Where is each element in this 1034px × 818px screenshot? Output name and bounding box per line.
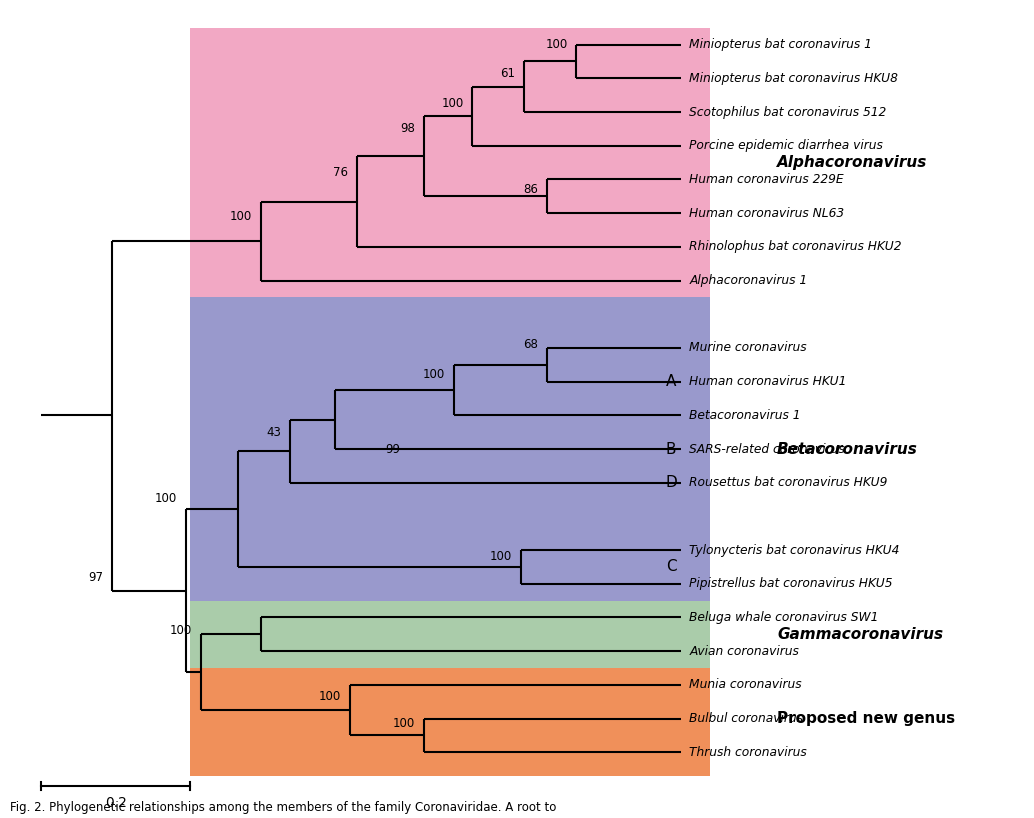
Text: 100: 100 <box>155 492 178 506</box>
Text: Human coronavirus NL63: Human coronavirus NL63 <box>690 207 845 219</box>
Text: 43: 43 <box>267 425 281 438</box>
Text: Porcine epidemic diarrhea virus: Porcine epidemic diarrhea virus <box>690 139 883 152</box>
Text: Pipistrellus bat coronavirus HKU5: Pipistrellus bat coronavirus HKU5 <box>690 578 893 591</box>
Text: SARS-related coronavirus: SARS-related coronavirus <box>690 443 845 456</box>
Text: Bulbul coronavirus: Bulbul coronavirus <box>690 712 803 725</box>
Text: Scotophilus bat coronavirus 512: Scotophilus bat coronavirus 512 <box>690 106 887 119</box>
Text: 100: 100 <box>170 624 192 637</box>
Text: Munia coronavirus: Munia coronavirus <box>690 678 802 691</box>
Text: 97: 97 <box>88 571 103 583</box>
Text: Human coronavirus HKU1: Human coronavirus HKU1 <box>690 375 847 388</box>
Bar <box>190 600 710 668</box>
Text: Betacoronavirus: Betacoronavirus <box>778 442 918 456</box>
Text: Rhinolophus bat coronavirus HKU2: Rhinolophus bat coronavirus HKU2 <box>690 240 902 254</box>
Text: 100: 100 <box>489 551 512 564</box>
Text: Fig. 2. Phylogenetic relationships among the members of the family Coronaviridae: Fig. 2. Phylogenetic relationships among… <box>10 801 556 814</box>
Text: 100: 100 <box>230 210 251 223</box>
Bar <box>190 668 710 776</box>
Text: Gammacoronavirus: Gammacoronavirus <box>778 627 943 642</box>
Text: Miniopterus bat coronavirus HKU8: Miniopterus bat coronavirus HKU8 <box>690 72 899 85</box>
Text: Tylonycteris bat coronavirus HKU4: Tylonycteris bat coronavirus HKU4 <box>690 544 900 556</box>
Text: 68: 68 <box>523 338 538 351</box>
Text: 100: 100 <box>442 97 463 110</box>
Text: Miniopterus bat coronavirus 1: Miniopterus bat coronavirus 1 <box>690 38 873 51</box>
Bar <box>190 298 710 600</box>
Text: 100: 100 <box>545 38 568 51</box>
Text: 100: 100 <box>393 717 416 730</box>
Text: 86: 86 <box>523 183 538 196</box>
Text: Alphacoronavirus 1: Alphacoronavirus 1 <box>690 274 808 287</box>
Text: 99: 99 <box>386 443 400 456</box>
Text: 100: 100 <box>423 368 445 381</box>
Text: 76: 76 <box>333 166 348 179</box>
Text: Avian coronavirus: Avian coronavirus <box>690 645 799 658</box>
Text: Human coronavirus 229E: Human coronavirus 229E <box>690 173 844 186</box>
Text: Proposed new genus: Proposed new genus <box>778 711 955 726</box>
Text: 0.2: 0.2 <box>104 796 126 810</box>
Text: 100: 100 <box>318 690 341 703</box>
Text: B: B <box>666 442 676 456</box>
Text: A: A <box>666 374 676 389</box>
Text: 98: 98 <box>400 123 416 135</box>
Text: Murine coronavirus: Murine coronavirus <box>690 341 808 354</box>
Text: C: C <box>666 560 676 574</box>
Text: Alphacoronavirus: Alphacoronavirus <box>778 155 927 170</box>
Text: Betacoronavirus 1: Betacoronavirus 1 <box>690 409 801 422</box>
Text: Rousettus bat coronavirus HKU9: Rousettus bat coronavirus HKU9 <box>690 476 888 489</box>
Text: 61: 61 <box>500 67 516 79</box>
Text: Thrush coronavirus: Thrush coronavirus <box>690 746 808 759</box>
Bar <box>190 28 710 298</box>
Text: D: D <box>666 475 677 490</box>
Text: Beluga whale coronavirus SW1: Beluga whale coronavirus SW1 <box>690 611 879 624</box>
